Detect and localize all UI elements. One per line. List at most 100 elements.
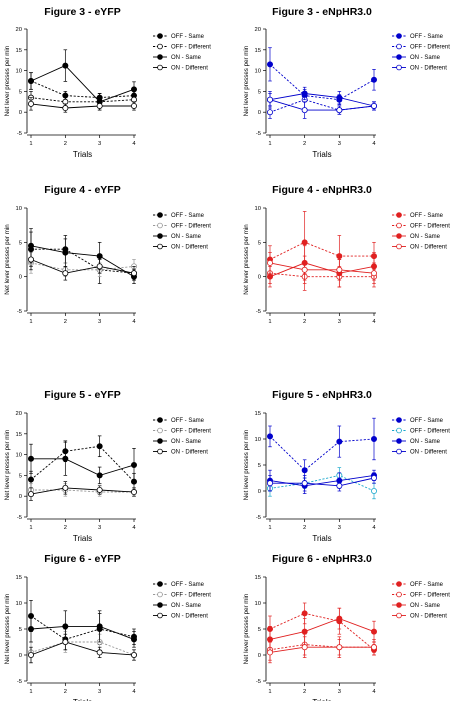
legend-marker [396,591,402,598]
data-point [27,626,34,633]
y-tick-label: 10 [255,206,261,212]
y-axis-label: Net lever presses per min [4,593,11,664]
legend-marker [157,417,163,423]
legend-marker [396,33,402,39]
chart-title: Figure 4 - eNpHR3.0 [272,184,372,196]
legend: OFF - Same OFF - Different ON - Same ON - D… [153,212,211,251]
x-tick-label: 3 [98,689,101,695]
data-point [336,438,343,445]
chart-title: Figure 5 - eNpHR3.0 [272,389,372,401]
chart-title: Figure 6 - eNpHR3.0 [272,553,372,565]
series-4 [27,248,137,281]
x-tick-label: 4 [372,525,376,531]
series-line [269,436,375,471]
chart-panel-2: Figure 3 - eNpHR3.0 -5 0 5 10 15 20 1 2 3 4 Net lev… [243,6,450,159]
y-tick-label: 15 [16,432,22,438]
legend: OFF - Same OFF - Different ON - Same ON - D… [392,581,450,620]
y-tick-label: 10 [16,453,22,459]
legend-label: OFF - Same [410,418,444,424]
data-point [301,107,308,114]
y-tick-label: 5 [258,89,261,95]
x-tick-label: 3 [98,525,101,531]
series-line [30,103,134,109]
y-tick-label: 0 [19,110,22,116]
legend-label: OFF - Same [171,213,205,219]
series-line [269,474,375,492]
series-line [269,93,375,107]
y-tick-label: 10 [255,437,261,443]
y-tick-label: 0 [19,653,22,659]
y-axis-label: Net lever presses per min [243,224,250,295]
x-tick-label: 4 [132,319,136,325]
data-point [96,253,103,260]
chart-panel-7: Figure 6 - eYFP -5 0 5 10 15 1 2 3 4 Net lever pre… [4,553,211,701]
series-2 [27,483,137,497]
y-axis-label: Net lever presses per min [4,45,11,116]
x-axis-label: Trials [73,534,92,543]
data-point [27,652,34,659]
series-line [30,625,135,640]
y-tick-label: 0 [19,275,22,281]
legend-marker [157,33,163,39]
y-tick-label: 20 [255,27,261,33]
legend-label: ON - Different [171,450,208,456]
data-point [301,266,308,273]
series-line [30,641,135,656]
data-point [301,239,308,246]
series-line [269,646,374,653]
x-tick-label: 2 [303,689,306,695]
chart-panel-1: Figure 3 - eYFP -5 0 5 10 15 20 1 2 3 4 Net lever p… [4,6,211,159]
legend-label: OFF - Different [171,45,211,51]
data-point [27,455,34,462]
data-point [266,96,273,103]
data-point [301,90,308,97]
data-point [96,263,103,270]
series-1 [27,72,137,103]
data-point [130,489,137,496]
series-line [30,262,135,271]
legend-label: ON - Same [171,55,202,61]
y-tick-label: 10 [16,601,22,607]
data-point [27,242,34,249]
y-tick-label: 15 [16,575,22,581]
x-axis-label: Trials [73,698,92,701]
x-tick-label: 4 [372,141,376,147]
chart-title: Figure 4 - eYFP [44,184,120,196]
legend-label: ON - Different [410,245,447,251]
data-point [336,644,343,651]
legend-marker [396,602,402,608]
legend-marker [157,222,163,229]
x-tick-label: 1 [268,689,271,695]
y-tick-label: 0 [258,275,261,281]
y-tick-label: 0 [258,110,261,116]
data-point [266,636,273,643]
data-point [370,644,377,651]
data-point [130,102,137,109]
legend-label: ON - Different [410,66,447,72]
data-point [266,273,273,280]
legend-marker [157,64,163,71]
legend-marker [396,233,402,239]
y-tick-label: -5 [256,515,261,521]
data-point [96,102,103,109]
x-tick-label: 2 [303,525,306,531]
series-4 [266,91,377,119]
data-point [96,486,103,493]
data-point [301,628,308,635]
y-tick-label: -5 [256,309,261,315]
x-tick-label: 1 [29,525,32,531]
legend-marker [396,243,402,250]
y-tick-label: 10 [255,601,261,607]
y-tick-label: 20 [16,27,22,33]
y-tick-label: 15 [255,575,261,581]
x-tick-label: 2 [64,525,67,531]
series-3 [266,245,377,288]
x-tick-label: 4 [132,689,136,695]
data-point [27,256,34,263]
x-tick-label: 1 [29,689,32,695]
legend: OFF - Same OFF - Different ON - Same ON - D… [392,417,450,456]
series-4 [27,633,137,664]
data-point [266,433,273,440]
data-point [62,639,69,646]
x-tick-label: 1 [268,141,271,147]
